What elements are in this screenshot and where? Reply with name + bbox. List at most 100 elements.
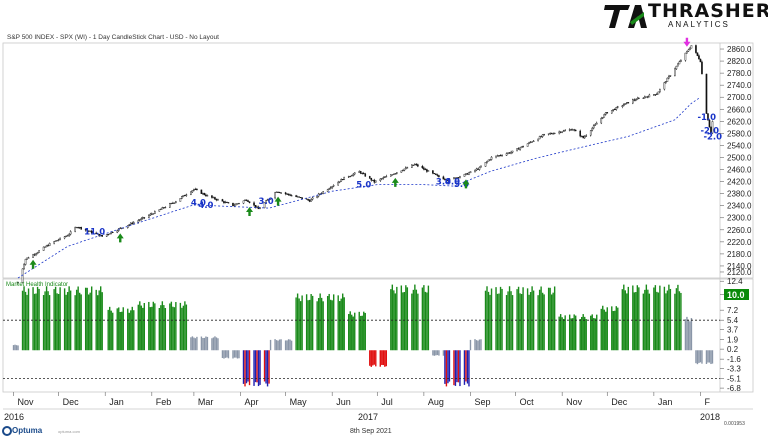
indicator-bar bbox=[343, 297, 345, 351]
candle-body bbox=[350, 175, 353, 177]
indicator-bar bbox=[495, 287, 497, 351]
candle-body bbox=[26, 257, 28, 260]
thrasher-logo-icon bbox=[604, 5, 647, 28]
indicator-bar bbox=[564, 315, 566, 351]
indicator-bar bbox=[254, 350, 257, 383]
indicator-bar bbox=[611, 306, 613, 351]
candle-body bbox=[393, 173, 395, 175]
candle-body bbox=[647, 96, 649, 98]
indicator-bar bbox=[617, 307, 619, 351]
indicator-bar bbox=[591, 314, 593, 351]
candle-body bbox=[684, 52, 687, 61]
indicator-bar bbox=[57, 293, 60, 351]
indicator-bar bbox=[112, 312, 114, 351]
indicator-bar bbox=[402, 292, 404, 351]
price-tick-label: 2500.0 bbox=[727, 153, 752, 162]
indicator-bar bbox=[142, 307, 144, 351]
time-tick-label: Jun bbox=[336, 397, 351, 407]
indicator-bar bbox=[161, 301, 164, 351]
candle-body bbox=[426, 169, 428, 172]
indicator-bar bbox=[411, 293, 413, 351]
candle-body bbox=[438, 175, 440, 177]
candle-body bbox=[453, 177, 455, 180]
indicator-bar bbox=[238, 350, 240, 359]
candle-body bbox=[656, 93, 658, 95]
candle-body bbox=[245, 199, 248, 201]
candle-body bbox=[505, 153, 508, 156]
price-tick-label: 2820.0 bbox=[727, 57, 752, 66]
indicator-bar bbox=[499, 286, 502, 351]
candle-body bbox=[269, 197, 272, 200]
candle-body bbox=[711, 121, 714, 134]
price-tick-label: 2300.0 bbox=[727, 214, 752, 223]
candle-body bbox=[278, 192, 281, 194]
indicator-bar bbox=[160, 305, 162, 351]
candle-body bbox=[657, 91, 660, 95]
indicator-bar bbox=[27, 288, 30, 351]
indicator-bar bbox=[636, 285, 639, 351]
candle-body bbox=[454, 177, 457, 179]
candle-body bbox=[116, 230, 119, 233]
indicator-bar bbox=[56, 293, 58, 351]
indicator-bar bbox=[433, 350, 436, 356]
candle-body bbox=[403, 168, 406, 171]
candle-body bbox=[574, 129, 577, 132]
indicator-bar bbox=[44, 291, 46, 351]
candle-body bbox=[298, 196, 300, 198]
candle-body bbox=[708, 119, 711, 128]
indicator-bar bbox=[232, 350, 234, 359]
indicator-bar bbox=[571, 318, 574, 351]
indicator-bar bbox=[689, 321, 691, 351]
candle-body bbox=[642, 97, 645, 99]
candle-body bbox=[653, 94, 655, 96]
candle-body bbox=[659, 88, 661, 93]
up-arrow-icon bbox=[274, 196, 282, 206]
candle-body bbox=[552, 133, 554, 135]
indicator-bar bbox=[574, 315, 577, 351]
candle-body bbox=[305, 198, 308, 200]
candle-body bbox=[701, 61, 703, 75]
candle-body bbox=[359, 171, 362, 174]
candle-body bbox=[296, 196, 299, 198]
indicator-bar bbox=[236, 350, 239, 359]
indicator-bar bbox=[87, 294, 90, 351]
indicator-bar bbox=[708, 350, 711, 363]
indicator-bar bbox=[668, 284, 670, 351]
indicator-bar bbox=[233, 350, 236, 358]
indicator-bar bbox=[245, 350, 248, 384]
candle-body bbox=[663, 82, 666, 90]
indicator-bar bbox=[522, 287, 524, 351]
indicator-bar bbox=[89, 292, 91, 351]
indicator-bar bbox=[390, 289, 392, 351]
candlestick-series bbox=[17, 44, 714, 284]
candle-body bbox=[78, 227, 81, 229]
indicator-bar bbox=[42, 295, 45, 351]
indicator-bar bbox=[35, 293, 37, 351]
candle-body bbox=[501, 155, 503, 157]
indicator-bar bbox=[382, 350, 384, 366]
indicator-tick-label: -1.6 bbox=[727, 355, 741, 364]
indicator-bar bbox=[256, 350, 258, 383]
indicator-bar bbox=[593, 318, 595, 351]
candle-body bbox=[45, 245, 48, 248]
candle-body bbox=[328, 188, 330, 190]
indicator-bar bbox=[373, 350, 375, 365]
indicator-bar bbox=[612, 311, 614, 351]
indicator-bar bbox=[627, 286, 630, 351]
price-tick-label: 2580.0 bbox=[727, 129, 752, 138]
candle-body bbox=[308, 199, 311, 202]
candle-body bbox=[405, 167, 407, 170]
indicator-bar bbox=[170, 301, 173, 351]
candle-body bbox=[406, 167, 409, 169]
signal-arrows bbox=[29, 37, 691, 269]
indicator-bar bbox=[699, 350, 702, 363]
indicator-bar bbox=[678, 291, 681, 351]
indicator-bar bbox=[340, 298, 342, 351]
candle-body bbox=[158, 209, 161, 212]
candle-body bbox=[322, 191, 324, 194]
indicator-bar bbox=[423, 285, 425, 351]
candle-body bbox=[160, 208, 162, 210]
indicator-bar bbox=[559, 314, 562, 351]
candle-body bbox=[24, 258, 27, 265]
candle-body bbox=[603, 114, 606, 118]
